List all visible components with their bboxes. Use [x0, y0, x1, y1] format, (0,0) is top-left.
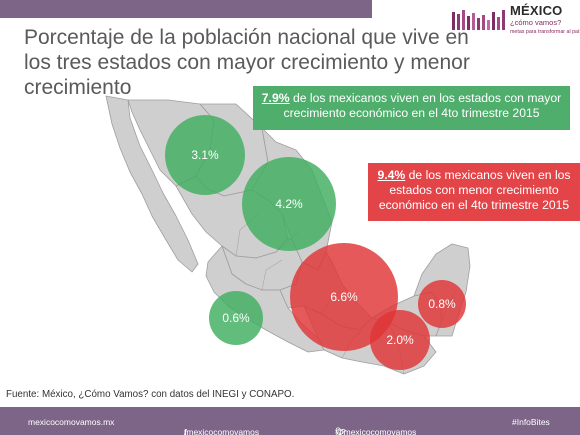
bubble-high-2 [242, 157, 336, 251]
callout-high-text: de los mexicanos viven en los estados co… [283, 91, 562, 120]
twitter-icon: 🐦︎ [335, 427, 346, 435]
callout-low-text: de los mexicanos viven en los estados co… [378, 168, 571, 212]
bubble-low-6 [418, 280, 466, 328]
callout-low-percentage: 9.4% [377, 168, 406, 182]
footer-hashtag: #InfoBites [512, 417, 550, 427]
source-note: Fuente: México, ¿Cómo Vamos? con datos d… [6, 389, 295, 400]
bubble-low-5 [370, 310, 430, 370]
logo-tagline: metas para transformar al país [510, 29, 580, 35]
bubble-high-1 [165, 115, 245, 195]
page-title: Porcentaje de la población nacional que … [24, 26, 470, 99]
logo-subtitle: ¿cómo vamos? [510, 18, 562, 27]
bubbles-layer: 3.1% 4.2% 0.6% 6.6% 2.0% 0.8% [165, 115, 466, 370]
bubble-label-1: 3.1% [191, 148, 219, 162]
footer-twitter-handle: @mexicocomovamos [335, 427, 417, 435]
footer-bar: mexicocomovamos.mx f/mexicocomovamos 🐦︎ @… [0, 407, 580, 435]
callout-high-percentage: 7.9% [261, 91, 290, 105]
facebook-icon: f [184, 427, 187, 435]
bubble-label-3: 0.6% [222, 311, 250, 325]
bubble-low-4 [290, 243, 398, 351]
logo: MÉXICO ¿cómo vamos? metas para transform… [452, 3, 580, 42]
baja-california-peninsula [105, 95, 199, 273]
footer-site-link[interactable]: mexicocomovamos.mx [28, 417, 115, 427]
bubble-label-2: 4.2% [275, 197, 303, 211]
bubble-label-5: 2.0% [386, 333, 414, 347]
callout-high-growth: 7.9% de los mexicanos viven en los estad… [253, 86, 570, 130]
logo-mark-icon [452, 10, 505, 30]
bubble-high-3 [209, 291, 263, 345]
footer-facebook-handle: /mexicocomovamos [184, 427, 260, 435]
bubble-label-4: 6.6% [330, 290, 358, 304]
top-bar [0, 0, 372, 18]
callout-low-growth: 9.4% de los mexicanos viven en los estad… [368, 163, 580, 221]
logo-name: MÉXICO [510, 3, 563, 18]
bubble-label-6: 0.8% [428, 297, 456, 311]
